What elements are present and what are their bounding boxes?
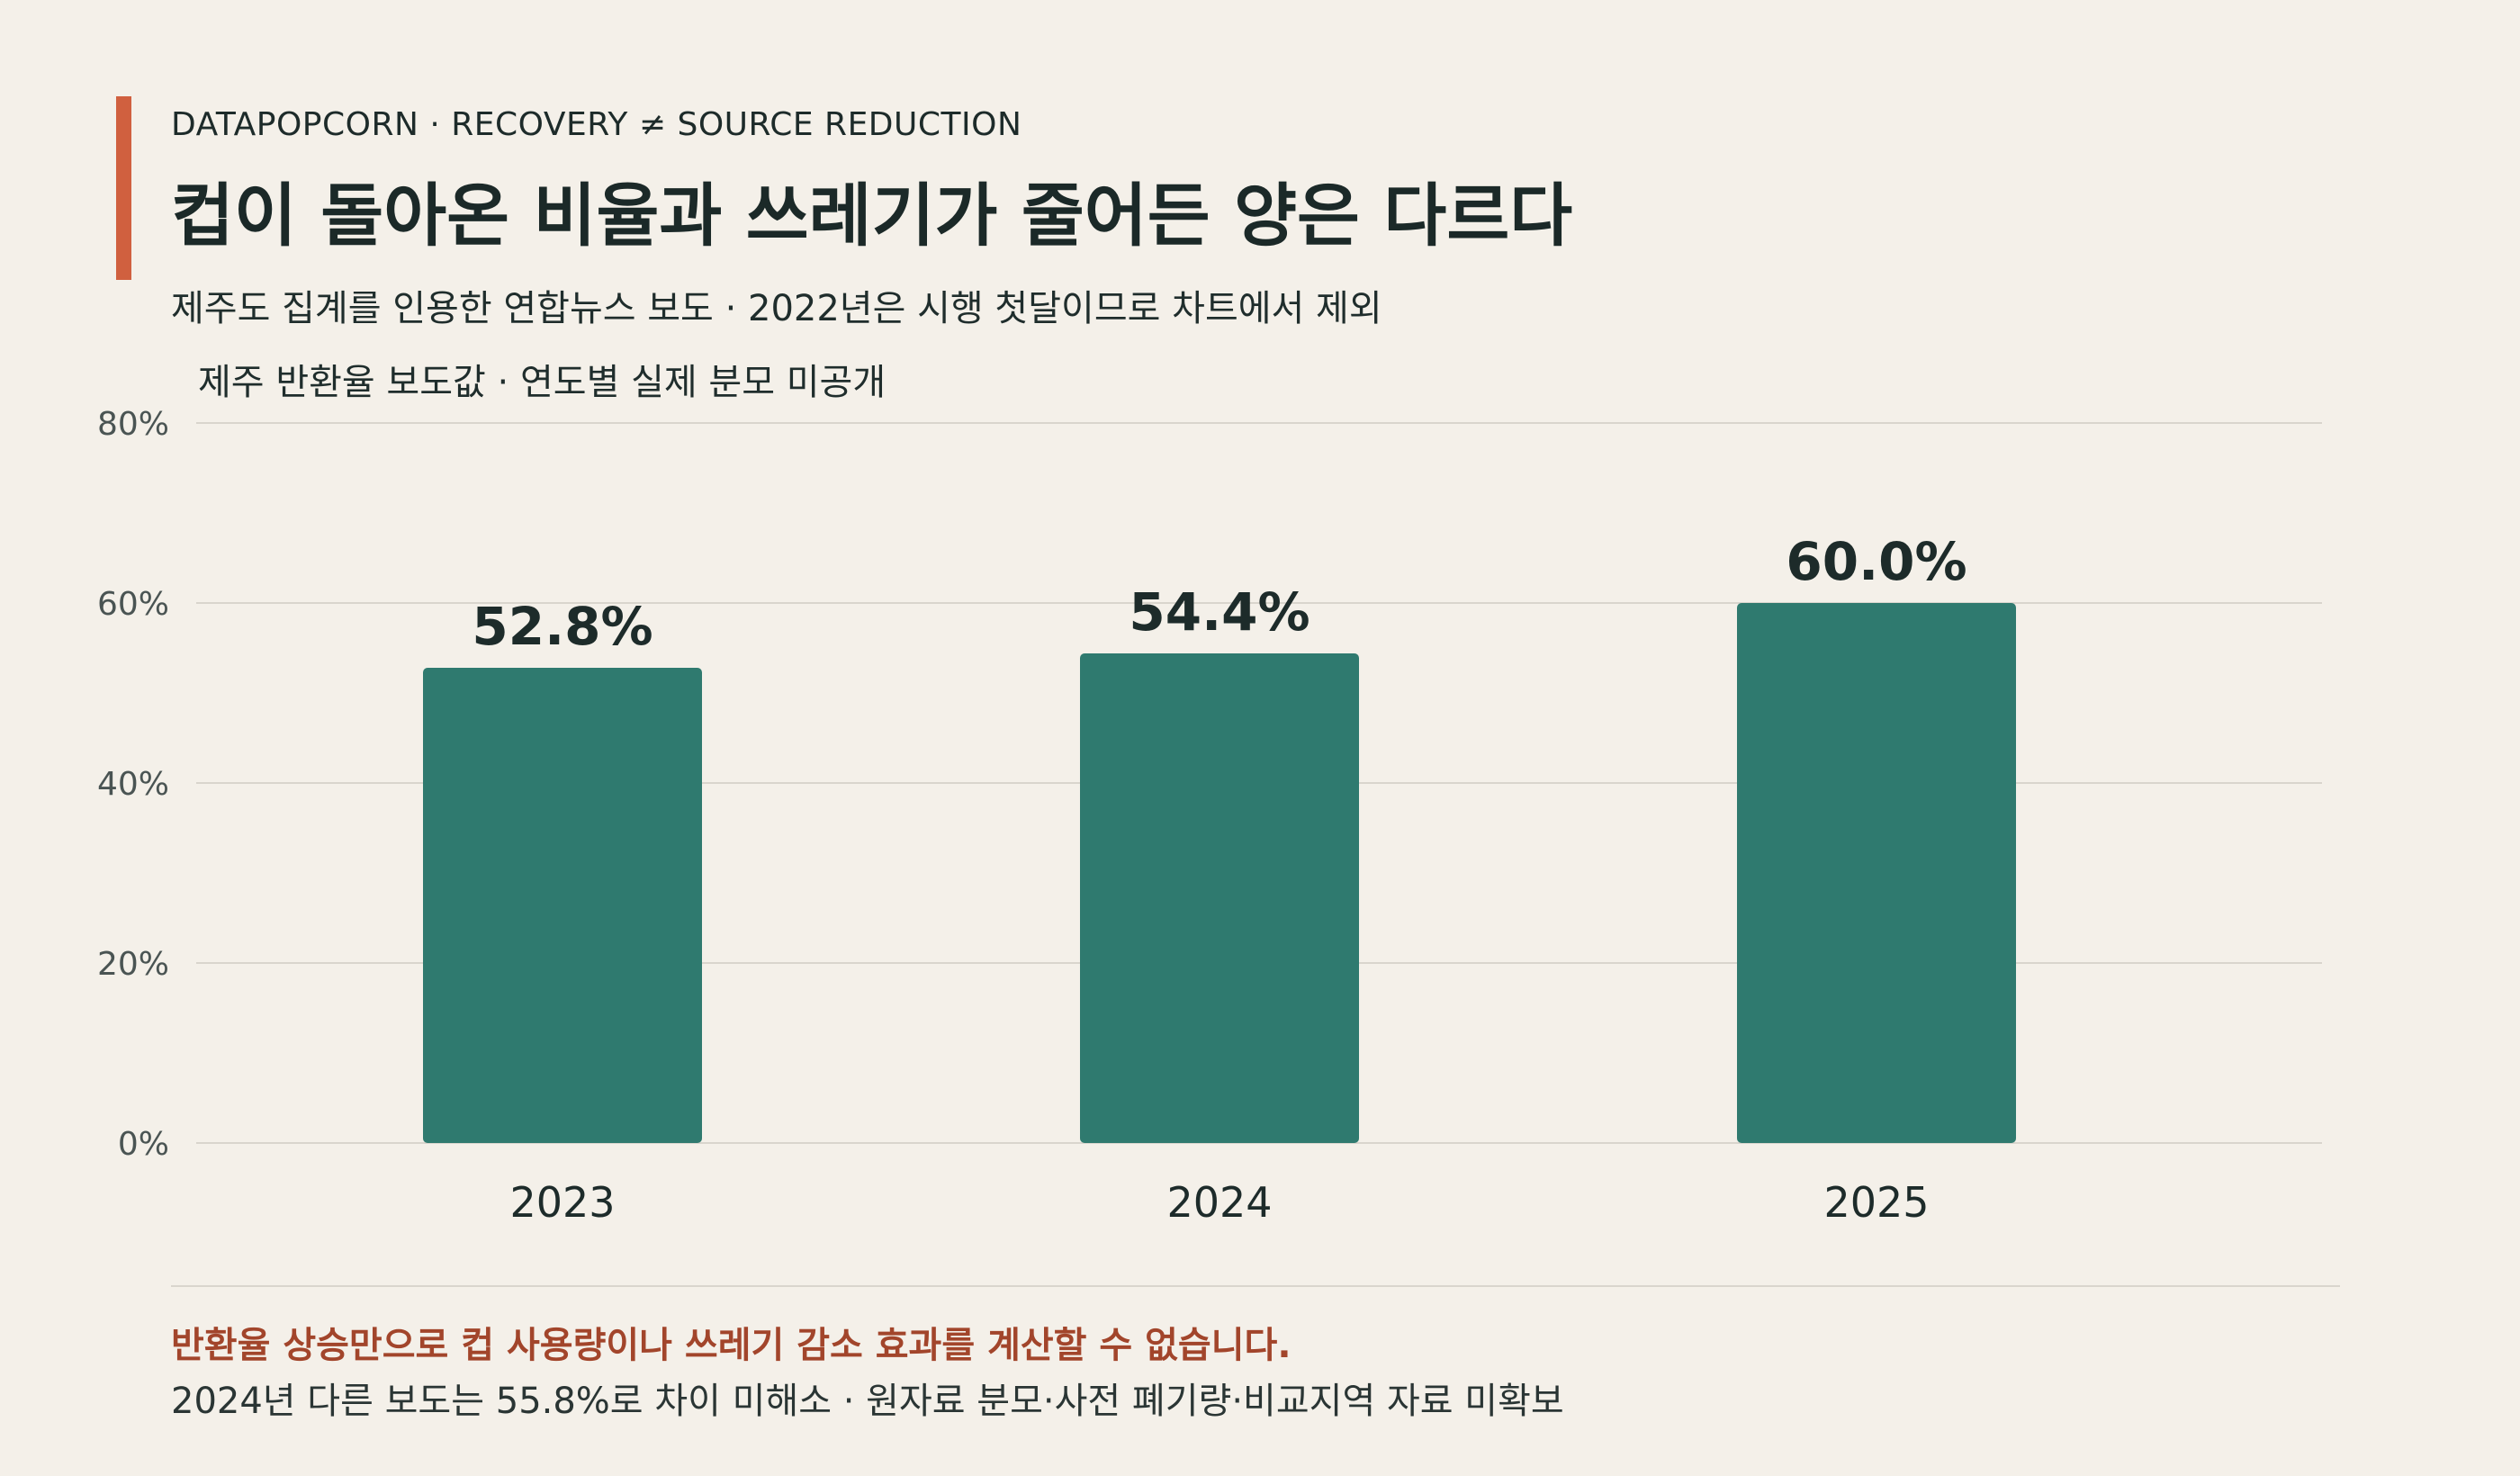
chart-title: 컵이 돌아온 비율과 쓰레기가 줄어든 양은 다르다 xyxy=(171,176,1573,256)
y-tick-label: 80% xyxy=(97,406,169,443)
y-tick-label: 40% xyxy=(97,766,169,803)
x-tick-label: 2023 xyxy=(509,1178,615,1227)
bar-value-label: 52.8% xyxy=(472,596,652,657)
eyebrow-text: DATAPOPCORN · RECOVERY ≠ SOURCE REDUCTIO… xyxy=(171,106,1022,143)
y-tick-label: 20% xyxy=(97,946,169,983)
chart-series-label: 제주 반환율 보도값 · 연도별 실제 분모 미공개 xyxy=(198,362,886,403)
bar xyxy=(423,668,702,1143)
y-tick-label: 60% xyxy=(97,586,169,623)
bar-value-label: 54.4% xyxy=(1129,581,1310,643)
footer-note: 2024년 다른 보도는 55.8%로 차이 미해소 · 원자료 분모·사전 폐… xyxy=(171,1381,1564,1422)
accent-bar xyxy=(116,96,131,280)
y-tick-label: 0% xyxy=(118,1126,169,1163)
footer-key-note: 반환율 상승만으로 컵 사용량이나 쓰레기 감소 효과를 계산할 수 없습니다. xyxy=(171,1325,1292,1366)
chart-subtitle: 제주도 집계를 인용한 연합뉴스 보도 · 2022년은 시행 첫달이므로 차트… xyxy=(171,288,1382,329)
x-tick-label: 2024 xyxy=(1166,1178,1272,1227)
footer-divider xyxy=(171,1285,2340,1287)
bar xyxy=(1737,603,2016,1143)
x-tick-label: 2025 xyxy=(1823,1178,1929,1227)
bar-value-label: 60.0% xyxy=(1786,531,1966,592)
bar xyxy=(1080,653,1359,1143)
